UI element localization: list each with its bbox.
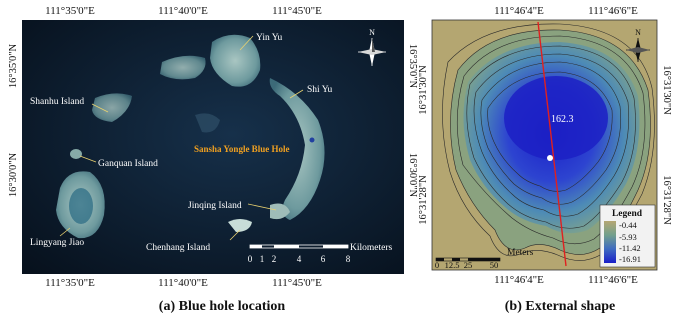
label-blue-hole: Sansha Yongle Blue Hole	[194, 144, 289, 154]
reef-ganquan	[70, 149, 82, 159]
label-lingyang: Lingyang Jiao	[30, 238, 84, 248]
scale-unit-a: Kilometers	[350, 243, 393, 253]
depth-label: 162.3	[551, 114, 574, 125]
label-shanhu: Shanhu Island	[30, 97, 84, 107]
legend-title: Legend	[612, 209, 643, 219]
bottom-tick-2: 111°40'0"E	[158, 277, 208, 289]
scale-tick-2: 2	[272, 254, 277, 264]
right-tick-1: 16°35'0"N	[407, 44, 418, 89]
north-arrow-icon: N	[626, 28, 650, 62]
label-yin-yu: Yin Yu	[256, 33, 283, 43]
b-right-tick-1: 16°31'30"N	[661, 65, 672, 115]
label-ganquan: Ganquan Island	[98, 159, 158, 169]
legend-entry-4: -16.91	[619, 254, 641, 264]
top-tick-2: 111°40'0"E	[158, 5, 208, 17]
reefs	[56, 34, 325, 239]
top-tick-3: 111°45'0"E	[272, 5, 322, 17]
b-scale-tick-1: 12.5	[445, 260, 460, 270]
b-scale-tick-0: 0	[435, 260, 439, 270]
b-scale-tick-2: 25	[464, 260, 473, 270]
bottom-tick-3: 111°45'0"E	[272, 277, 322, 289]
caption-a: (a) Blue hole location	[159, 299, 286, 314]
label-chenhang: Chenhang Island	[146, 243, 210, 253]
b-top-tick-2: 111°46'6"E	[588, 5, 638, 17]
legend-color-ramp	[604, 221, 616, 263]
scale-unit-b: Meters	[507, 248, 534, 258]
right-tick-2: 16°30'0"N	[407, 153, 418, 198]
north-label-b: N	[635, 28, 641, 37]
caption-b: (b) External shape	[505, 299, 615, 314]
scale-tick-0: 0	[248, 254, 253, 264]
reef-shi-yu	[269, 78, 325, 220]
top-tick-1: 111°35'0"E	[45, 5, 95, 17]
leader-lines	[59, 35, 304, 241]
left-tick-2: 16°30'0"N	[8, 152, 19, 197]
reef-yin-yu	[210, 34, 261, 87]
north-label-a: N	[369, 28, 375, 37]
b-left-tick-1: 16°31'30"N	[418, 65, 429, 115]
scale-tick-1: 1	[260, 254, 265, 264]
north-arrow-icon: N	[358, 28, 386, 66]
blue-hole-core	[504, 76, 608, 160]
blue-hole-marker	[309, 137, 315, 143]
reef-lingyang-lagoon	[69, 188, 93, 224]
label-jinqing: Jinqing Island	[188, 201, 242, 211]
panel-b: 111°46'4"E 111°46'6"E 162.3	[418, 5, 672, 314]
b-right-tick-2: 16°31'28"N	[661, 175, 672, 225]
left-tick-1: 16°35'0"N	[8, 43, 19, 88]
legend: Legend -0.44 -5.93 -11.42 -16.91	[599, 204, 656, 268]
b-bottom-tick-1: 111°46'4"E	[494, 274, 544, 286]
deepest-point-marker	[547, 155, 553, 161]
scale-bar-a: Kilometers 0 1 2 4 6 8	[248, 243, 393, 264]
legend-entry-2: -5.93	[619, 232, 637, 242]
b-top-tick-1: 111°46'4"E	[494, 5, 544, 17]
reef-shanhu	[92, 93, 132, 122]
reef-jinqing	[270, 203, 290, 220]
reef-chenhang	[228, 219, 252, 232]
legend-entry-1: -0.44	[619, 220, 637, 230]
scale-tick-5: 8	[346, 254, 351, 264]
profile-line	[537, 21, 567, 267]
label-shi-yu: Shi Yu	[307, 85, 333, 95]
b-scale-tick-3: 50	[490, 260, 499, 270]
b-bottom-tick-2: 111°46'6"E	[588, 274, 638, 286]
b-left-tick-2: 16°31'28"N	[418, 175, 429, 225]
panel-a: 111°35'0"E 111°40'0"E 111°45'0"E	[8, 5, 418, 314]
legend-entry-3: -11.42	[619, 243, 641, 253]
scale-tick-4: 6	[321, 254, 326, 264]
reef-central	[195, 113, 220, 133]
reef-north-west	[160, 55, 206, 80]
bottom-tick-1: 111°35'0"E	[45, 277, 95, 289]
scale-bar-b: Meters 0 12.5 25 50	[435, 248, 534, 270]
scale-tick-3: 4	[297, 254, 302, 264]
